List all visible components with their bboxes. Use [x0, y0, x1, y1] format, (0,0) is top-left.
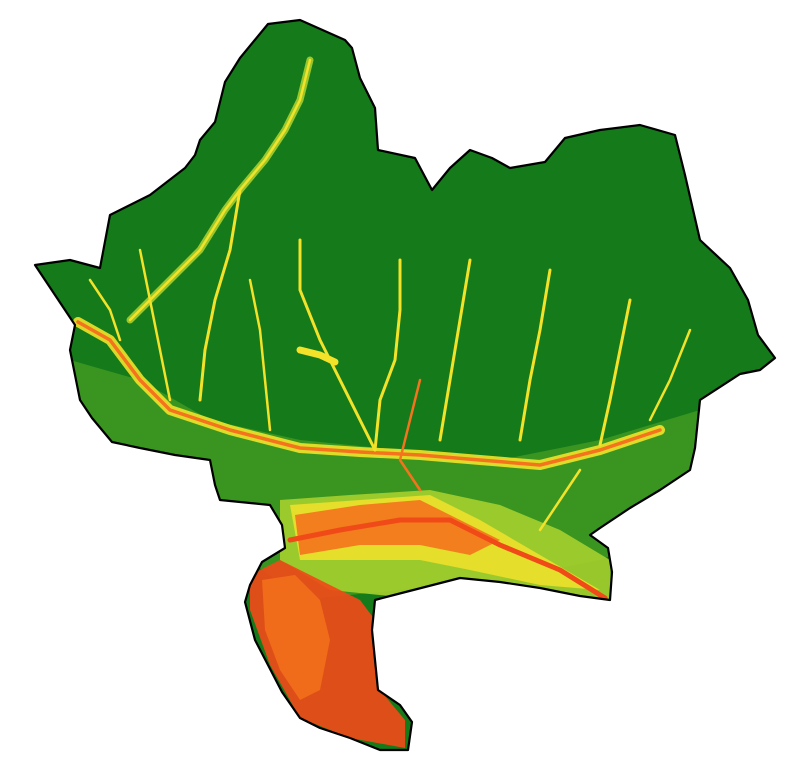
main-valley-core [76, 320, 662, 467]
tributary-m [538, 468, 582, 532]
tributary-c [373, 258, 402, 452]
tributary-h [138, 248, 172, 402]
tributary-d [438, 258, 472, 442]
drainage-network [73, 56, 692, 601]
terrain-low-zone [295, 500, 500, 555]
tributary-i [88, 278, 122, 342]
tributary-g [648, 328, 692, 422]
tributary-j [248, 278, 272, 432]
tributary-f [598, 298, 632, 447]
tributary-k [296, 346, 339, 366]
terrain-low-zone-south [262, 575, 330, 700]
south-valley [287, 517, 608, 601]
tributary-a [198, 188, 242, 402]
tributary-e [518, 268, 552, 442]
tributary-l [398, 378, 422, 492]
